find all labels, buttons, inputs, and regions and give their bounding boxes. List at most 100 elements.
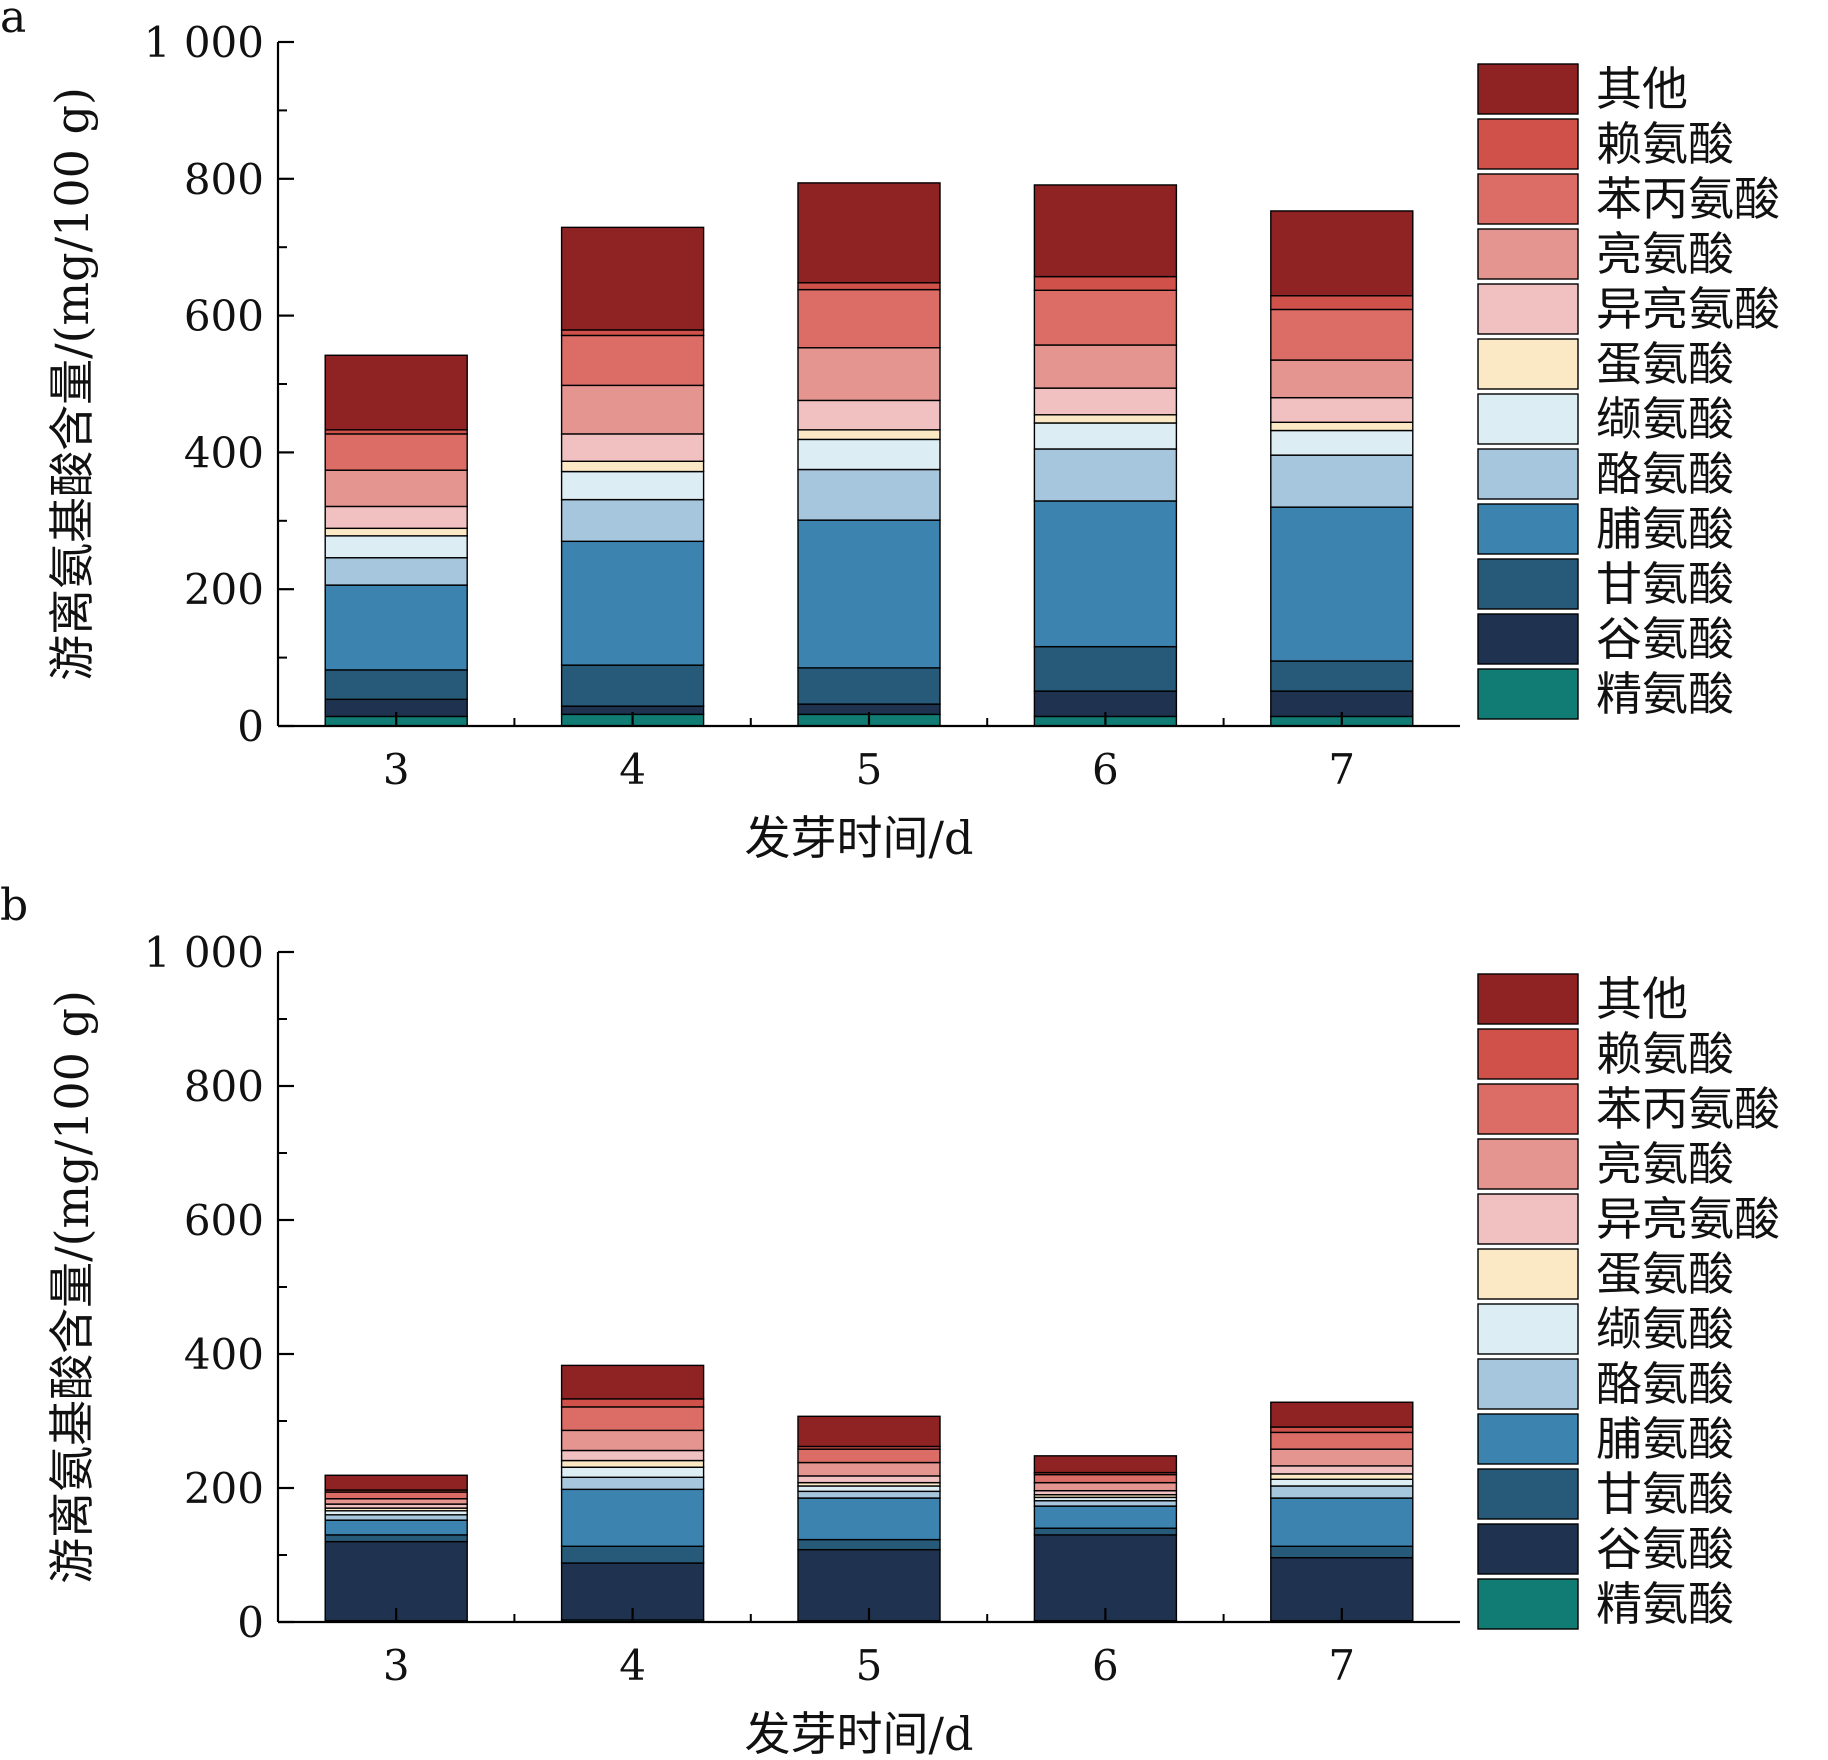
bar-segment xyxy=(1270,454,1414,508)
legend-label: 赖氨酸 xyxy=(1596,1027,1734,1081)
legend-label: 缬氨酸 xyxy=(1596,1302,1734,1356)
bar-segment xyxy=(560,1429,705,1452)
x-tick-label: 5 xyxy=(856,1641,883,1690)
bar-segment xyxy=(1270,308,1414,361)
bar-segment xyxy=(560,1406,705,1432)
legend-label: 甘氨酸 xyxy=(1596,557,1734,611)
bar-segment xyxy=(1270,295,1414,311)
bar-segment xyxy=(560,1466,705,1478)
bar-segment xyxy=(560,433,705,462)
legend-label: 苯丙氨酸 xyxy=(1596,172,1780,226)
bar-segment xyxy=(560,1449,705,1462)
bar-segment xyxy=(1033,448,1178,502)
legend-swatch xyxy=(1477,393,1579,445)
bar-segment xyxy=(560,1488,705,1547)
x-tick-label: 3 xyxy=(383,745,410,794)
x-tick-label: 6 xyxy=(1092,1641,1119,1690)
bar-segment xyxy=(560,334,705,387)
legend-label: 其他 xyxy=(1596,972,1688,1026)
x-tick-label: 5 xyxy=(856,745,883,794)
bar-segment xyxy=(1033,1505,1178,1529)
y-tick-label: 600 xyxy=(184,292,264,341)
y-tick-label: 400 xyxy=(184,428,264,477)
legend-label: 其他 xyxy=(1596,62,1688,116)
bar-segment xyxy=(797,1475,941,1484)
legend-swatch xyxy=(1477,503,1579,555)
bar-segment xyxy=(324,469,468,508)
legend-swatch xyxy=(1477,1523,1579,1575)
x-tick-label: 7 xyxy=(1328,745,1355,794)
chart-panel-b: b 0 200 400 600 800 1 000 3 4 5 6 7 发芽时间/d 游离氨基酸含量/(m… xyxy=(0,880,1780,1760)
bar-segment xyxy=(797,1415,941,1448)
bar-segment xyxy=(1033,387,1178,416)
bar-segment xyxy=(1270,1478,1414,1487)
legend-label: 亮氨酸 xyxy=(1596,1137,1734,1191)
bar-segment xyxy=(797,1497,941,1541)
bar-segment xyxy=(1270,1485,1414,1499)
legend-swatch xyxy=(1477,613,1579,665)
y-tick-label: 200 xyxy=(184,1464,264,1513)
bar-segment xyxy=(797,347,941,402)
legend-label: 精氨酸 xyxy=(1596,667,1734,721)
bar-segment xyxy=(324,1491,468,1500)
panel-label: a xyxy=(0,0,26,43)
bar-segment xyxy=(1270,359,1414,399)
bar-segment xyxy=(324,505,468,530)
legend-label: 蛋氨酸 xyxy=(1596,1247,1734,1301)
legend-swatch xyxy=(1477,1028,1579,1080)
bar-segment xyxy=(560,384,705,435)
y-tick-label: 0 xyxy=(237,1598,264,1647)
bar-segment xyxy=(324,557,468,586)
y-tick-label: 800 xyxy=(184,155,264,204)
bar-segment xyxy=(560,1476,705,1491)
legend-label: 谷氨酸 xyxy=(1596,612,1734,666)
bar-segment xyxy=(560,1459,705,1468)
legend-swatch xyxy=(1477,1193,1579,1245)
legend-swatch xyxy=(1477,228,1579,280)
bar-segment xyxy=(324,433,468,471)
x-tick-label: 7 xyxy=(1328,1641,1355,1690)
legend-swatch xyxy=(1477,973,1579,1025)
bar-segment xyxy=(560,540,705,666)
x-tick-label: 3 xyxy=(383,1641,410,1690)
y-tick-label: 800 xyxy=(184,1062,264,1111)
bar-segment xyxy=(797,468,941,521)
bar-segment xyxy=(1270,210,1414,297)
bar-segment xyxy=(1270,1426,1414,1434)
bar-segment xyxy=(797,288,941,349)
legend-label: 甘氨酸 xyxy=(1596,1467,1734,1521)
bar-segment xyxy=(560,460,705,473)
legend-label: 脯氨酸 xyxy=(1596,502,1734,556)
legend-label: 亮氨酸 xyxy=(1596,227,1734,281)
bar-segment xyxy=(1033,500,1178,648)
legend-swatch xyxy=(1477,63,1579,115)
bar-segment xyxy=(1033,422,1178,450)
bar-segment xyxy=(560,1398,705,1408)
legend-label: 赖氨酸 xyxy=(1596,117,1734,171)
bar-segment xyxy=(797,1485,941,1493)
bar-segment xyxy=(1033,414,1178,424)
legend-label: 异亮氨酸 xyxy=(1596,1192,1780,1246)
legend-swatch xyxy=(1477,1138,1579,1190)
bar-segment xyxy=(797,519,941,669)
bar-segment xyxy=(1033,184,1178,278)
bar-segment xyxy=(1270,1448,1414,1467)
legend-label: 精氨酸 xyxy=(1596,1577,1734,1631)
bar-segment xyxy=(324,1540,468,1622)
bar-segment xyxy=(324,354,468,431)
x-tick-label: 4 xyxy=(619,745,646,794)
legend-swatch xyxy=(1477,1248,1579,1300)
bar-segment xyxy=(797,1448,941,1464)
bar-segment xyxy=(1270,1401,1414,1428)
legend-swatch xyxy=(1477,283,1579,335)
bar-segment xyxy=(324,1474,468,1491)
bar-segment xyxy=(797,667,941,705)
legend-label: 缬氨酸 xyxy=(1596,392,1734,446)
bar-segment xyxy=(324,1519,468,1536)
bar-segment xyxy=(797,282,941,291)
legend-label: 蛋氨酸 xyxy=(1596,337,1734,391)
bar-segment xyxy=(1270,429,1414,456)
bar-segment xyxy=(1270,506,1414,662)
bar-segment xyxy=(1033,1473,1178,1484)
